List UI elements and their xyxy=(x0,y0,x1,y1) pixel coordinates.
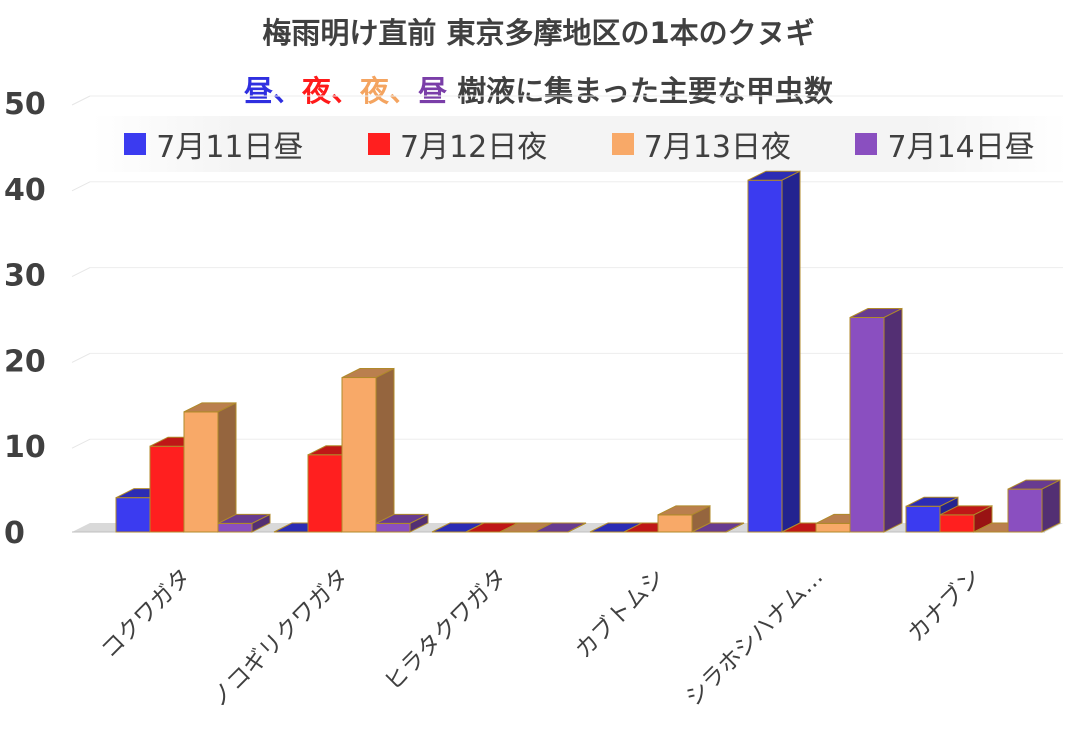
y-tick-label: 0 xyxy=(4,516,25,551)
chart-subtitle: 昼、夜、夜、昼 樹液に集まった主要な甲虫数 xyxy=(0,68,1077,110)
bar-front xyxy=(375,522,411,533)
legend-swatch xyxy=(611,133,634,155)
legend-label: 7月14日昼 xyxy=(887,130,1035,165)
bar xyxy=(183,402,237,533)
bar xyxy=(747,170,801,533)
y-tick-label: 20 xyxy=(4,344,46,379)
y-tick-label: 30 xyxy=(4,259,46,294)
bar xyxy=(341,367,395,533)
gridline-side xyxy=(71,352,91,363)
category-label: シラホシハナム… xyxy=(681,564,829,712)
category-label: コクワガタ xyxy=(97,564,197,664)
bar-side xyxy=(251,513,271,533)
bar-side xyxy=(781,170,801,533)
legend: 7月11日昼 7月12日夜 7月13日夜 7月14日昼 xyxy=(92,116,1067,172)
subtitle-part: 樹液に集まった主要な甲虫数 xyxy=(447,74,834,108)
bar-side xyxy=(1041,479,1061,533)
bar xyxy=(849,307,903,533)
subtitle-part: 夜 xyxy=(302,74,332,108)
bar xyxy=(375,513,429,533)
legend-label: 7月12日夜 xyxy=(399,130,548,165)
bar-front xyxy=(657,514,693,533)
legend-label: 7月13日夜 xyxy=(643,130,791,165)
subtitle-part: 昼 xyxy=(418,74,448,108)
bar-front xyxy=(307,454,343,533)
bar xyxy=(939,505,993,533)
bar xyxy=(657,505,711,533)
gridline-side xyxy=(71,438,91,449)
category-label: カナブン xyxy=(903,564,986,647)
bar-front xyxy=(183,411,219,533)
chart-title: 梅雨明け直前 東京多摩地区の1本のクヌギ xyxy=(262,16,815,50)
gridline-side xyxy=(71,267,91,278)
legend-swatch xyxy=(855,133,878,155)
bar-front xyxy=(149,445,185,533)
subtitle-part: 、 xyxy=(272,74,302,108)
y-tick-label: 40 xyxy=(4,173,46,208)
bar-front xyxy=(115,497,151,533)
category-label: ヒラタクワガタ xyxy=(380,564,512,696)
bar-side xyxy=(217,402,237,533)
category-label: ノコギリクワガタ xyxy=(206,564,354,712)
gridline-side xyxy=(71,181,91,192)
bar xyxy=(217,513,271,533)
bar-side xyxy=(375,367,395,533)
legend-item: 7月14日昼 xyxy=(855,122,1035,166)
subtitle-part: 昼 xyxy=(243,74,273,108)
y-tick-label: 50 xyxy=(4,87,46,122)
bar-front xyxy=(849,317,885,533)
bar-side xyxy=(567,522,587,533)
bar-front xyxy=(341,377,377,533)
bar-front xyxy=(815,522,851,533)
bar-front xyxy=(905,505,941,533)
category-label: カブトムシ xyxy=(571,564,671,664)
subtitle-part: 夜 xyxy=(360,74,390,108)
legend-item: 7月11日昼 xyxy=(124,122,304,166)
bar-front xyxy=(1007,488,1043,533)
gridline-side xyxy=(71,95,91,106)
bar-front xyxy=(939,514,975,533)
bar xyxy=(691,522,745,533)
bar-front xyxy=(747,179,783,533)
legend-item: 7月13日夜 xyxy=(611,122,791,166)
bar-front xyxy=(217,522,253,533)
bar-side xyxy=(883,307,903,533)
legend-swatch xyxy=(124,133,147,155)
legend-item: 7月12日夜 xyxy=(367,122,548,166)
legend-label: 7月11日昼 xyxy=(156,130,304,165)
subtitle-part: 、 xyxy=(389,74,419,108)
legend-swatch xyxy=(367,133,390,155)
y-tick-label: 10 xyxy=(4,430,46,465)
subtitle-part: 、 xyxy=(331,74,361,108)
bar-side xyxy=(725,522,745,533)
bar xyxy=(1007,479,1061,533)
bar-side xyxy=(409,513,429,533)
bar xyxy=(533,522,587,533)
